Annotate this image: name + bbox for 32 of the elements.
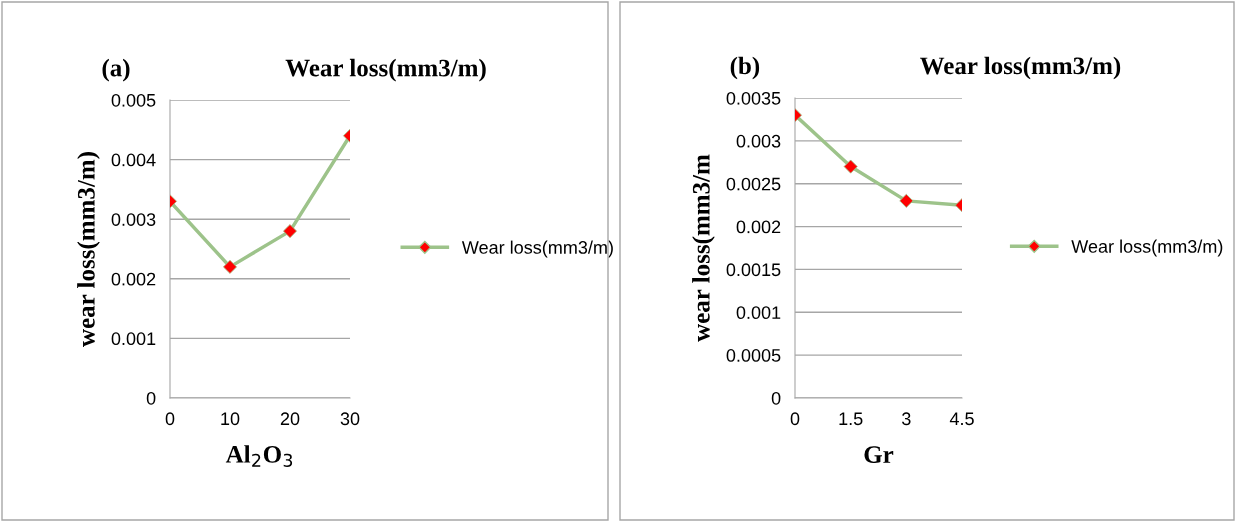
y-tick-label: 0 — [771, 391, 781, 405]
y-tick-label: 0.005 — [111, 93, 156, 107]
y-tick-label: 0.001 — [736, 306, 781, 320]
x-tick-label: 30 — [340, 412, 360, 426]
y-axis-title: wear loss(mm3/m) — [77, 152, 100, 347]
y-tick-label: 0 — [146, 391, 156, 405]
x-tick-label: 20 — [280, 412, 300, 426]
x-tick-label: 0 — [790, 412, 800, 426]
text: (b) — [730, 56, 760, 80]
x-tick-label: 0 — [165, 412, 175, 426]
y-tick-label: 0.0025 — [726, 177, 781, 191]
y-tick-label: 0.002 — [736, 220, 781, 234]
text: (a) — [102, 58, 130, 82]
y-tick-label: 0.003 — [736, 134, 781, 148]
legend-label: Wear loss(mm3/m) — [461, 240, 613, 258]
y-tick-label: 0.0005 — [726, 349, 781, 362]
chart-title: Wear loss(mm3/m) — [285, 58, 486, 82]
x-tick-label: 1.5 — [839, 412, 863, 426]
y-tick-label: 0.0035 — [726, 91, 781, 105]
y-tick-label: 0.0015 — [726, 263, 781, 277]
y-tick-label: 0.002 — [111, 272, 156, 286]
y-axis-title: wear loss(mm3/m — [692, 154, 715, 342]
x-tick-label: 4.5 — [949, 412, 974, 426]
y-tick-label: 0.001 — [111, 332, 156, 346]
text: Wear loss(mm3/m) — [920, 56, 1121, 80]
legend-label: Wear loss(mm3/m) — [1071, 239, 1223, 257]
y-tick-label: 0.003 — [111, 213, 156, 226]
x-tick-label: 3 — [902, 412, 911, 426]
x-axis-title: Gr — [864, 446, 894, 463]
x-axis-title: Al$_{2}$O$_{3}$ — [225, 445, 293, 467]
x-tick-label: 10 — [221, 412, 240, 426]
y-tick-label: 0.004 — [111, 153, 156, 167]
